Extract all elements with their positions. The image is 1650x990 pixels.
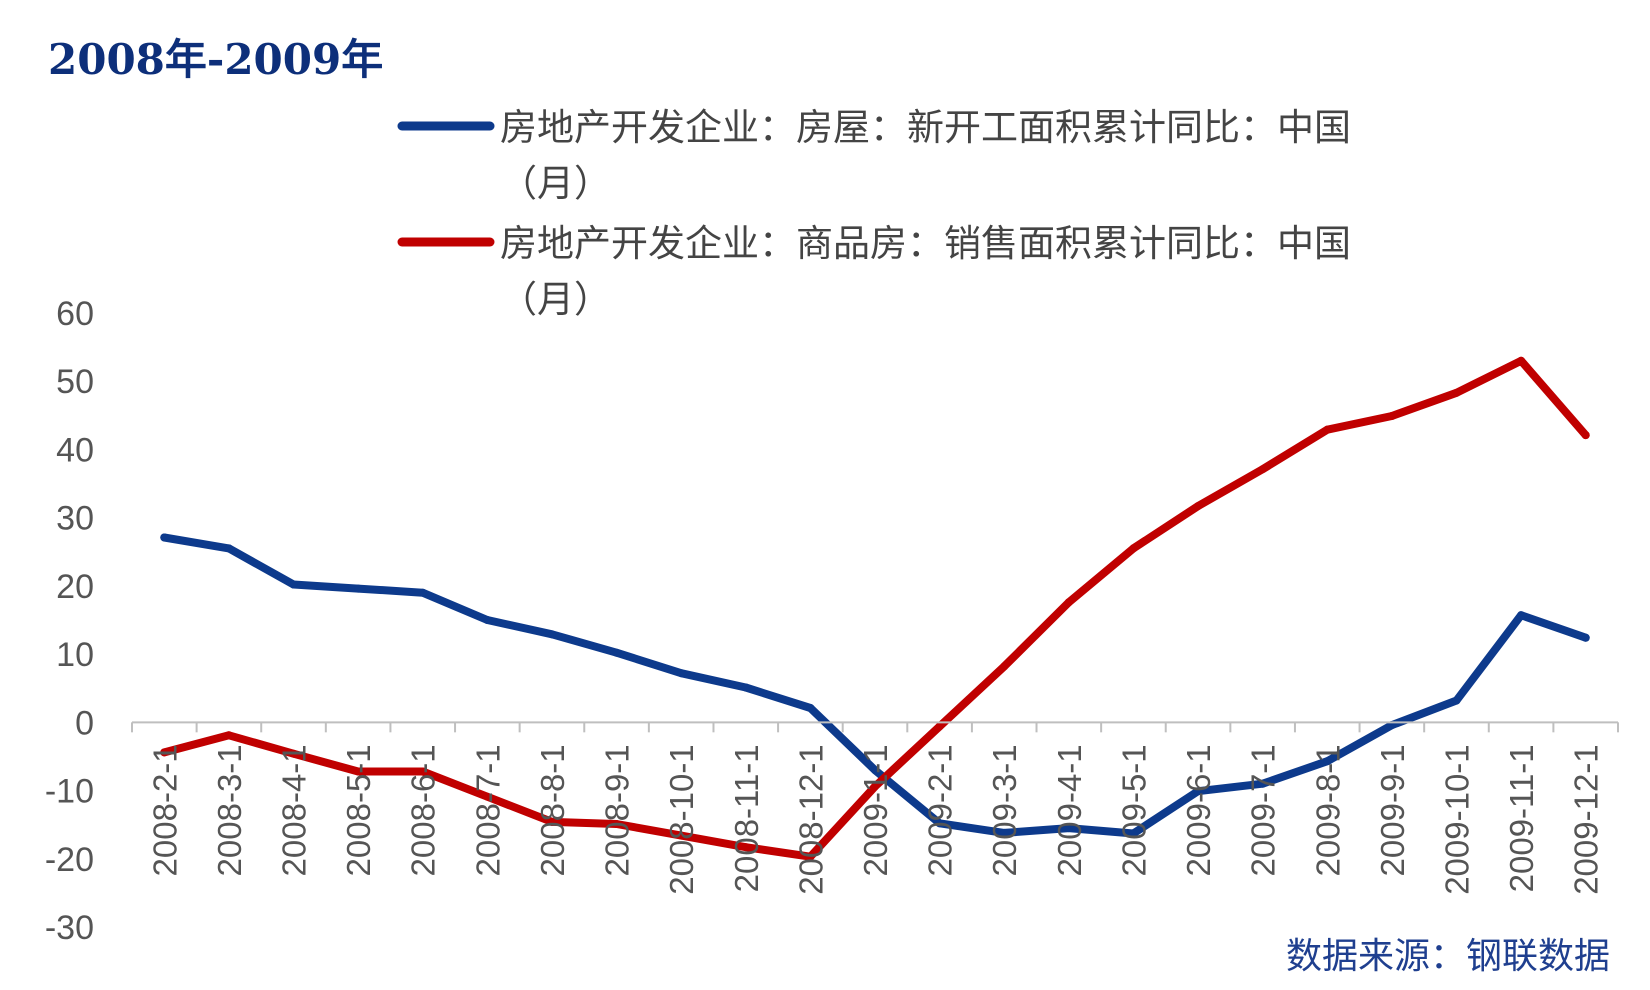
x-tick-label: 2009-2-1: [922, 744, 959, 876]
data-point-series-1: [418, 588, 427, 597]
x-axis: 2008-2-1 2008-3-1 2008-4-1 2008-5-1 2008-6-1…: [131, 721, 1619, 895]
data-point-series-1: [871, 766, 879, 775]
x-tick-label: 2009-1-1: [857, 744, 894, 876]
x-tick-label: 2009-3-1: [986, 744, 1023, 876]
data-point-series-1: [224, 544, 233, 553]
data-point-series-1: [354, 584, 363, 593]
x-tick-label: 2009-8-1: [1309, 744, 1346, 876]
data-point-series-1: [1129, 829, 1138, 838]
x-tick-label: 2008-3-1: [211, 744, 248, 876]
y-tick-label: 20: [56, 568, 94, 606]
data-point-series-2: [1064, 598, 1073, 607]
chart-title: 2008年-2009年: [48, 35, 383, 84]
x-tick-label: 2009-5-1: [1115, 744, 1152, 876]
x-tick-label: 2008-6-1: [405, 744, 442, 876]
series-layer: [160, 356, 1590, 861]
y-tick-label: 10: [56, 636, 94, 674]
data-point-series-1: [483, 616, 492, 624]
x-tick-label: 2008-8-1: [534, 744, 571, 876]
x-tick-label: 2008-12-1: [792, 744, 829, 894]
data-point-series-2: [547, 817, 556, 826]
legend-label-series-2-line-1: 房地产开发企业：商品房：销售面积累计同比：中国: [500, 222, 1351, 265]
x-tick-label: 2008-2-1: [146, 744, 183, 876]
data-point-series-2: [806, 852, 815, 861]
data-point-series-2: [1581, 431, 1590, 440]
source-note: 数据来源：钢联数据: [1286, 936, 1610, 977]
x-tick-label: 2008-5-1: [340, 744, 377, 876]
x-tick-label: 2008-10-1: [663, 744, 700, 894]
data-point-series-1: [1323, 757, 1332, 766]
data-point-series-2: [677, 831, 686, 840]
data-point-series-1: [1581, 633, 1590, 642]
y-tick-label: 60: [56, 295, 94, 333]
x-tick-label: 2009-6-1: [1180, 744, 1217, 876]
y-tick-label: -30: [45, 909, 94, 947]
legend-label-series-2-line-2: （月）: [500, 278, 611, 321]
data-point-series-1: [160, 533, 169, 542]
legend: 房地产开发企业：房屋：新开工面积累计同比：中国 （月） 房地产开发企业：商品房：…: [397, 106, 1351, 321]
x-tick-label: 2009-7-1: [1245, 744, 1282, 876]
data-point-series-2: [741, 843, 750, 852]
data-point-series-1: [1194, 787, 1203, 796]
y-axis: 60 50 40 30 20 10 0 -10 -20 -30: [45, 295, 94, 947]
legend-label-series-1-line-2: （月）: [500, 162, 611, 205]
y-tick-label: -10: [45, 773, 94, 811]
x-tick-label: 2008-9-1: [599, 744, 636, 876]
y-tick-label: 0: [75, 704, 94, 742]
data-point-series-2: [224, 731, 233, 740]
y-tick-label: -20: [45, 841, 94, 879]
data-point-series-1: [677, 669, 686, 678]
y-tick-label: 30: [56, 500, 94, 538]
data-point-series-1: [1258, 779, 1267, 788]
x-tick-label: 2009-4-1: [1051, 744, 1088, 876]
legend-label-series-1-line-1: 房地产开发企业：房屋：新开工面积累计同比：中国: [500, 106, 1351, 149]
data-point-series-1: [1452, 696, 1461, 705]
data-point-series-1: [289, 580, 298, 589]
x-tick-label: 2008-11-1: [728, 744, 765, 892]
x-tick-label: 2009-10-1: [1438, 744, 1475, 894]
x-tick-label: 2008-4-1: [276, 744, 313, 876]
data-point-series-2: [1194, 502, 1203, 511]
data-point-series-2: [160, 748, 169, 757]
data-point-series-1: [1000, 828, 1009, 837]
x-tick-label: 2009-12-1: [1568, 744, 1605, 894]
data-point-series-1: [935, 819, 944, 828]
x-tick-label: 2009-11-1: [1503, 744, 1540, 892]
data-point-series-2: [612, 819, 621, 828]
y-tick-label: 50: [56, 363, 94, 401]
data-point-series-2: [1129, 544, 1138, 553]
data-point-series-1: [741, 683, 750, 692]
data-point-series-1: [1517, 611, 1526, 620]
data-point-series-1: [1064, 824, 1073, 833]
y-tick-label: 40: [56, 431, 94, 469]
data-point-series-1: [547, 630, 556, 639]
data-point-series-1: [612, 648, 621, 657]
data-point-series-2: [935, 722, 944, 731]
data-point-series-2: [1258, 465, 1267, 474]
data-point-series-2: [483, 792, 492, 801]
data-point-series-2: [418, 767, 427, 776]
data-point-series-2: [1452, 388, 1461, 397]
data-point-series-2: [354, 767, 363, 776]
data-point-series-2: [1000, 662, 1009, 671]
data-point-series-2: [1387, 412, 1396, 421]
data-point-series-2: [289, 749, 298, 758]
data-point-series-2: [1323, 425, 1332, 434]
data-point-series-2: [871, 782, 879, 791]
x-tick-label: 2009-9-1: [1374, 744, 1411, 876]
data-point-series-2: [1517, 356, 1526, 365]
data-point-series-1: [806, 704, 815, 713]
x-tick-label: 2008-7-1: [469, 744, 506, 876]
